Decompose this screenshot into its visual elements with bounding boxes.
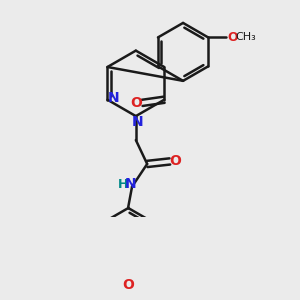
Text: H: H bbox=[118, 178, 128, 190]
Text: O: O bbox=[130, 96, 142, 110]
Text: O: O bbox=[169, 154, 181, 168]
Text: CH₃: CH₃ bbox=[235, 32, 256, 42]
Text: N: N bbox=[131, 115, 143, 129]
Text: N: N bbox=[125, 177, 136, 191]
Text: O: O bbox=[122, 278, 134, 292]
Text: O: O bbox=[227, 31, 238, 44]
Text: N: N bbox=[107, 92, 119, 106]
